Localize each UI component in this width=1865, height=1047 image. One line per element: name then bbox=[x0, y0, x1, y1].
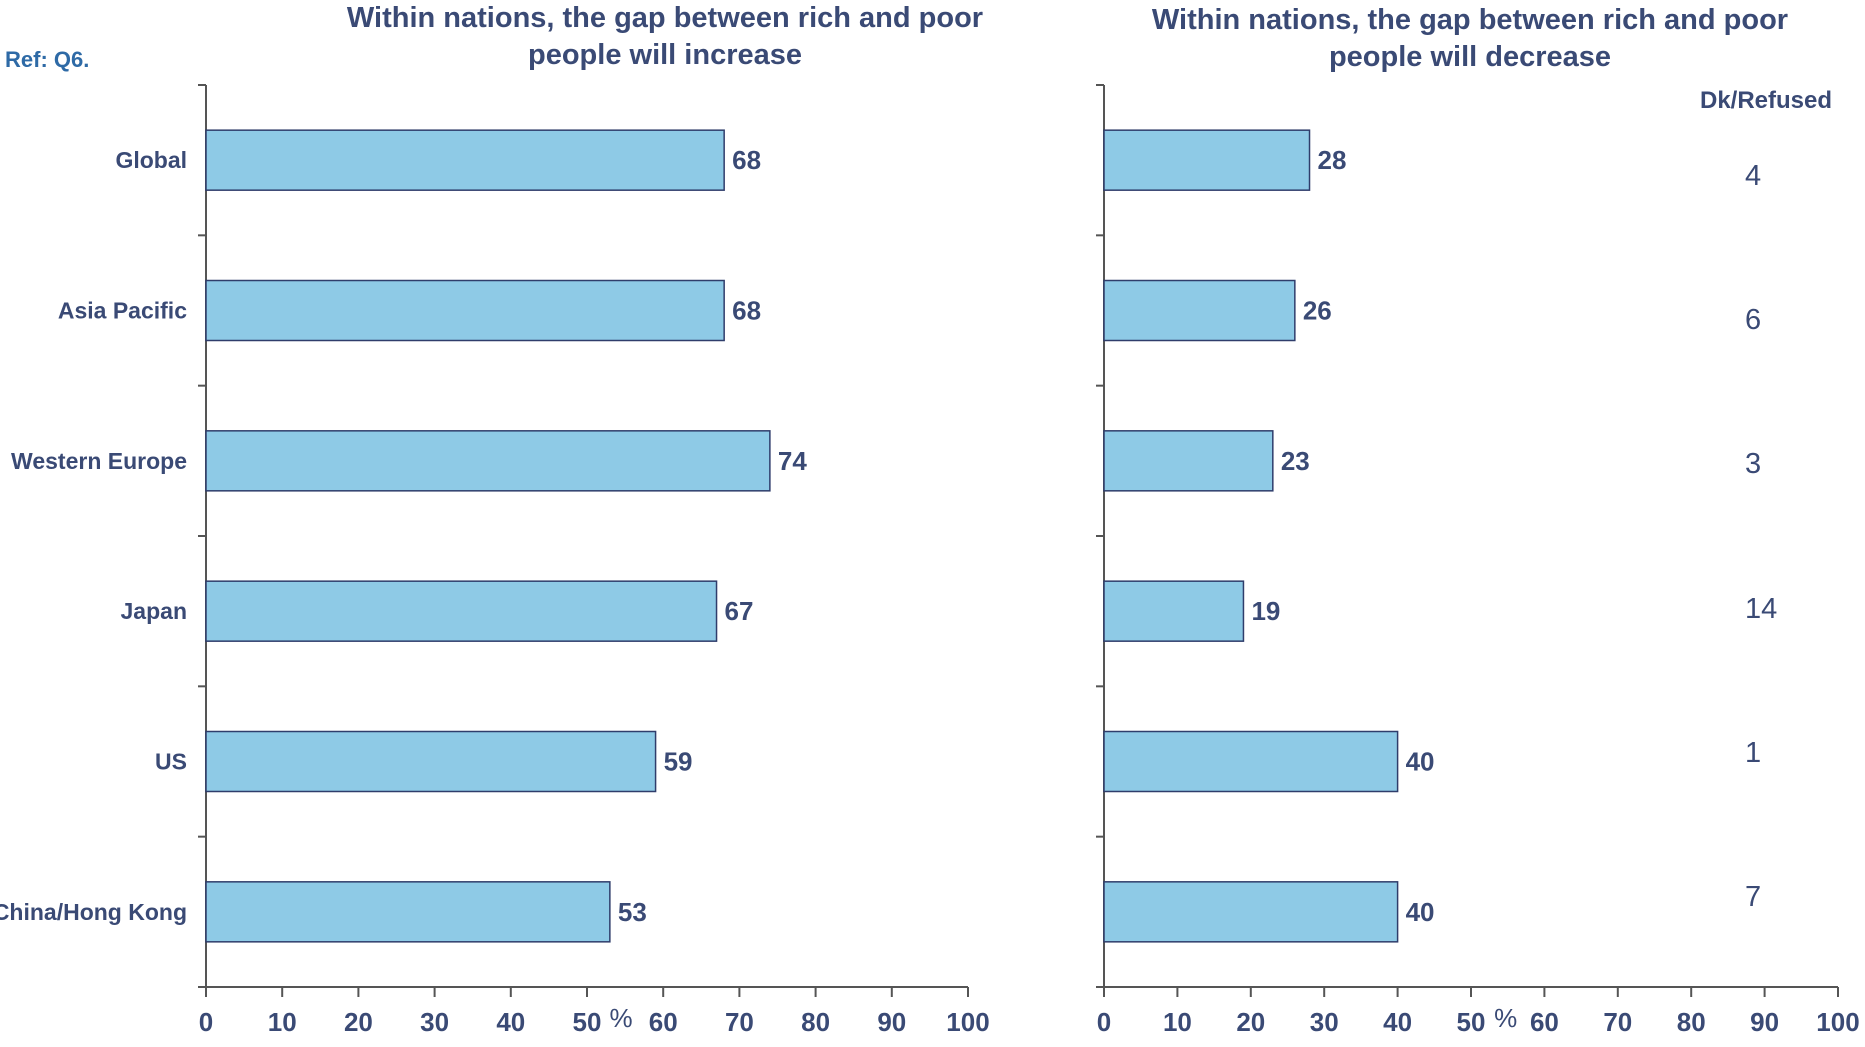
x-tick-label: 60 bbox=[649, 1007, 678, 1037]
dk-refused-header: Dk/Refused bbox=[1700, 87, 1833, 114]
x-tick-label: 100 bbox=[1816, 1007, 1859, 1037]
bar bbox=[205, 580, 718, 642]
bar bbox=[1103, 129, 1311, 191]
x-tick-label: 0 bbox=[199, 1007, 213, 1037]
x-tick-label: 50 bbox=[1457, 1007, 1486, 1037]
bar bbox=[1103, 430, 1274, 492]
x-tick-label: 50 bbox=[573, 1007, 602, 1037]
chart-title-increase: Within nations, the gap between rich and… bbox=[346, 2, 984, 71]
x-tick-label: 10 bbox=[1163, 1007, 1192, 1037]
bar bbox=[1103, 881, 1399, 943]
dk-value: 14 bbox=[1745, 593, 1778, 625]
bar bbox=[205, 430, 771, 492]
dk-value: 4 bbox=[1745, 160, 1762, 192]
category-label: Western Europe bbox=[11, 448, 187, 474]
bar bbox=[205, 279, 725, 342]
bar-value-label: 40 bbox=[1406, 897, 1435, 927]
bar-value-label: 40 bbox=[1406, 747, 1435, 777]
x-tick-label: 30 bbox=[1310, 1007, 1339, 1037]
bar-value-label: 53 bbox=[618, 897, 647, 927]
bar bbox=[205, 129, 725, 191]
x-tick-label: 0 bbox=[1097, 1007, 1111, 1037]
category-label: Asia Pacific bbox=[58, 298, 187, 324]
bar-value-label: 68 bbox=[732, 145, 761, 175]
category-label: China/Hong Kong bbox=[0, 899, 187, 925]
x-tick-label: 100 bbox=[946, 1007, 989, 1037]
bar-value-label: 19 bbox=[1251, 596, 1280, 626]
x-tick-label: 90 bbox=[877, 1007, 906, 1037]
bar-value-label: 26 bbox=[1303, 296, 1332, 326]
bar bbox=[1103, 730, 1399, 793]
x-tick-label: 40 bbox=[496, 1007, 525, 1037]
dk-value: 6 bbox=[1745, 304, 1762, 336]
bar bbox=[1103, 580, 1245, 642]
x-tick-label: 40 bbox=[1383, 1007, 1412, 1037]
bar bbox=[205, 730, 657, 793]
category-label: US bbox=[155, 749, 187, 775]
dk-value: 3 bbox=[1745, 448, 1762, 480]
category-label: Japan bbox=[121, 598, 187, 624]
category-label: Global bbox=[115, 147, 187, 173]
x-tick-label: 90 bbox=[1750, 1007, 1779, 1037]
x-tick-label: 60 bbox=[1530, 1007, 1559, 1037]
x-tick-label: 30 bbox=[420, 1007, 449, 1037]
dk-value: 7 bbox=[1745, 881, 1762, 913]
x-tick-label: 80 bbox=[801, 1007, 830, 1037]
x-tick-label: 80 bbox=[1677, 1007, 1706, 1037]
x-tick-label: 70 bbox=[1603, 1007, 1632, 1037]
bar bbox=[1103, 279, 1296, 342]
bar-value-label: 28 bbox=[1318, 145, 1347, 175]
x-tick-label: 20 bbox=[344, 1007, 373, 1037]
dk-value: 1 bbox=[1745, 737, 1762, 769]
bar-value-label: 23 bbox=[1281, 446, 1310, 476]
bar-value-label: 67 bbox=[725, 596, 754, 626]
bar-value-label: 59 bbox=[664, 747, 693, 777]
percent-label: % bbox=[1494, 1003, 1517, 1033]
x-tick-label: 70 bbox=[725, 1007, 754, 1037]
chart-title-decrease: Within nations, the gap between rich and… bbox=[1151, 4, 1789, 73]
bar-value-label: 74 bbox=[778, 446, 807, 476]
x-tick-label: 10 bbox=[268, 1007, 297, 1037]
bar-value-label: 68 bbox=[732, 296, 761, 326]
ref-label: Ref: Q6. bbox=[5, 47, 90, 72]
bar bbox=[205, 881, 611, 943]
x-tick-label: 20 bbox=[1236, 1007, 1265, 1037]
percent-label: % bbox=[610, 1003, 633, 1033]
